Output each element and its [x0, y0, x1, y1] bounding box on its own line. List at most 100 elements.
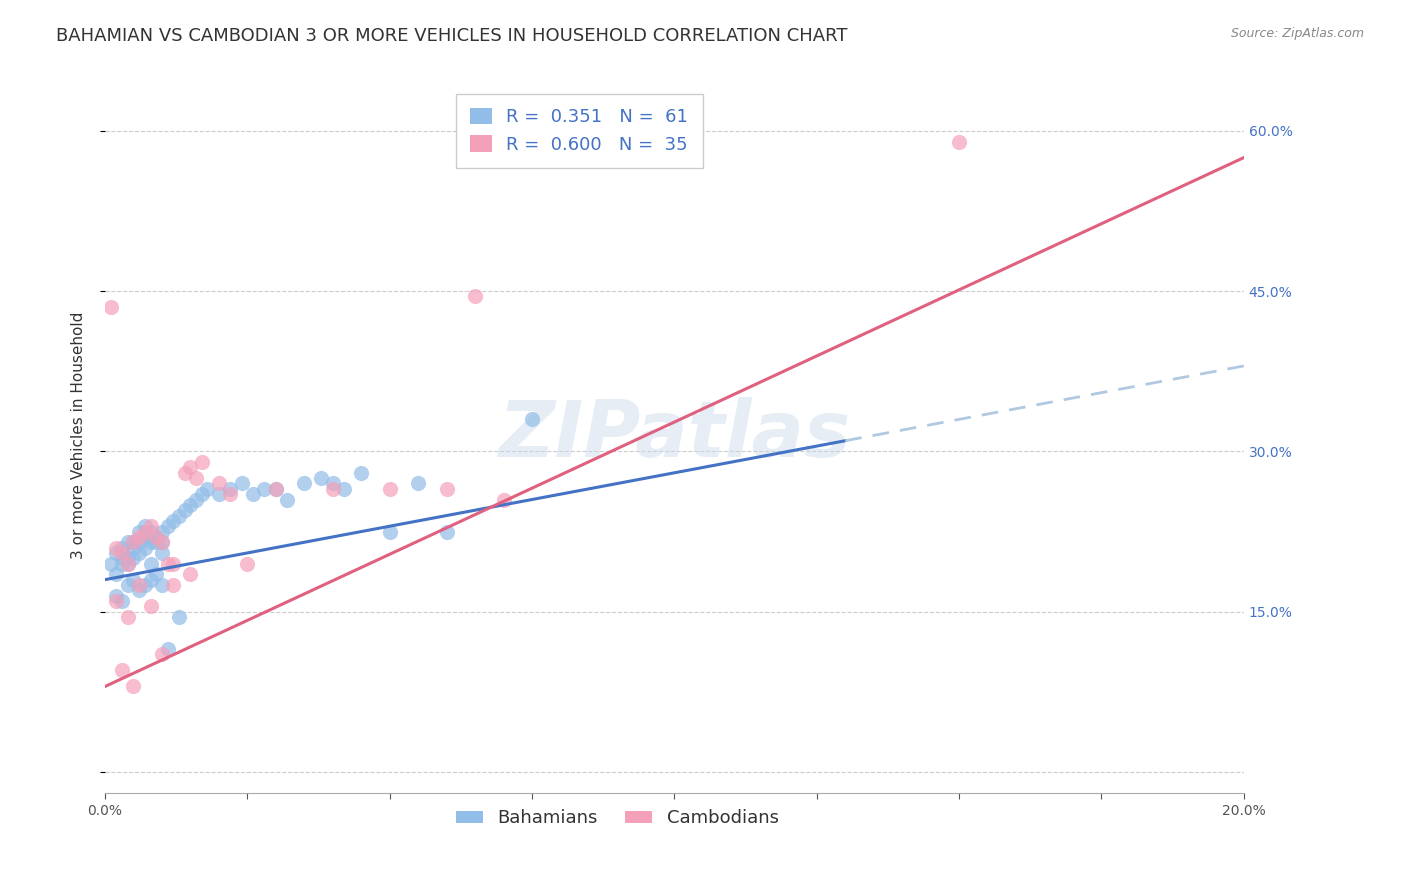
Point [134, 519, 156, 533]
Point [264, 482, 287, 496]
Point [134, 530, 156, 544]
Point [128, 583, 150, 598]
Point [156, 519, 179, 533]
Point [100, 557, 122, 571]
Point [311, 471, 333, 485]
Point [139, 519, 162, 533]
Point [117, 535, 139, 549]
Point [264, 482, 287, 496]
Point [333, 482, 356, 496]
Point [167, 508, 190, 523]
Point [173, 503, 195, 517]
Point [436, 524, 458, 539]
Point [184, 492, 207, 507]
Point [156, 642, 179, 657]
Point [179, 460, 201, 475]
Point [145, 535, 167, 549]
Point [139, 599, 162, 614]
Point [208, 476, 231, 491]
Point [219, 487, 242, 501]
Point [150, 524, 173, 539]
Point [139, 535, 162, 549]
Point [292, 476, 315, 491]
Point [122, 535, 145, 549]
Point [111, 551, 134, 566]
Point [145, 530, 167, 544]
Point [350, 466, 373, 480]
Point [162, 514, 184, 528]
Point [117, 557, 139, 571]
Point [150, 535, 173, 549]
Point [492, 492, 515, 507]
Point [150, 578, 173, 592]
Point [322, 482, 344, 496]
Point [436, 482, 458, 496]
Legend: Bahamians, Cambodians: Bahamians, Cambodians [449, 802, 786, 834]
Point [139, 573, 162, 587]
Point [122, 535, 145, 549]
Text: ZIPatlas: ZIPatlas [498, 398, 851, 474]
Point [105, 594, 128, 608]
Point [128, 546, 150, 560]
Point [122, 541, 145, 555]
Point [134, 524, 156, 539]
Point [191, 455, 214, 469]
Point [236, 557, 259, 571]
Point [145, 530, 167, 544]
Point [150, 535, 173, 549]
Y-axis label: 3 or more Vehicles in Household: 3 or more Vehicles in Household [72, 311, 86, 559]
Point [150, 546, 173, 560]
Point [150, 648, 173, 662]
Point [128, 530, 150, 544]
Point [184, 471, 207, 485]
Point [162, 557, 184, 571]
Point [111, 541, 134, 555]
Point [139, 524, 162, 539]
Point [117, 551, 139, 566]
Point [179, 567, 201, 582]
Point [145, 567, 167, 582]
Point [122, 551, 145, 566]
Point [128, 524, 150, 539]
Point [520, 412, 543, 426]
Point [117, 610, 139, 624]
Point [276, 492, 298, 507]
Point [197, 482, 219, 496]
Point [464, 289, 486, 303]
Point [117, 557, 139, 571]
Point [208, 487, 231, 501]
Point [105, 567, 128, 582]
Point [253, 482, 276, 496]
Point [156, 557, 179, 571]
Point [105, 541, 128, 555]
Text: BAHAMIAN VS CAMBODIAN 3 OR MORE VEHICLES IN HOUSEHOLD CORRELATION CHART: BAHAMIAN VS CAMBODIAN 3 OR MORE VEHICLES… [56, 27, 848, 45]
Point [111, 664, 134, 678]
Point [139, 557, 162, 571]
Point [378, 482, 401, 496]
Point [111, 594, 134, 608]
Point [191, 487, 214, 501]
Point [219, 482, 242, 496]
Point [406, 476, 429, 491]
Point [242, 487, 264, 501]
Point [322, 476, 344, 491]
Text: Source: ZipAtlas.com: Source: ZipAtlas.com [1230, 27, 1364, 40]
Point [948, 135, 970, 149]
Point [100, 300, 122, 314]
Point [105, 589, 128, 603]
Point [122, 680, 145, 694]
Point [162, 578, 184, 592]
Point [134, 541, 156, 555]
Point [179, 498, 201, 512]
Point [111, 557, 134, 571]
Point [134, 578, 156, 592]
Point [173, 466, 195, 480]
Point [105, 546, 128, 560]
Point [117, 578, 139, 592]
Point [378, 524, 401, 539]
Point [231, 476, 253, 491]
Point [167, 610, 190, 624]
Point [128, 578, 150, 592]
Point [122, 573, 145, 587]
Point [128, 535, 150, 549]
